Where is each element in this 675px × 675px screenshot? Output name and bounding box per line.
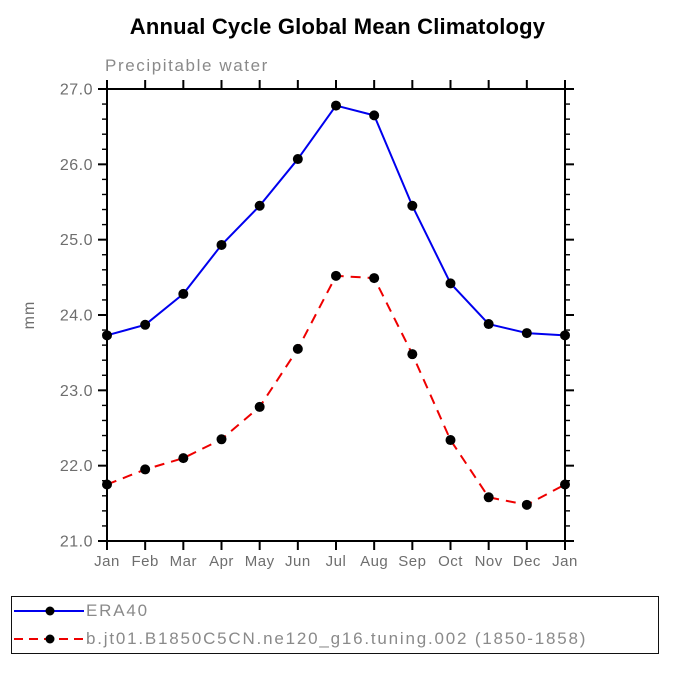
data-point-marker bbox=[254, 401, 265, 412]
x-tick-label: Nov bbox=[475, 553, 503, 570]
x-tick-label: Mar bbox=[170, 553, 197, 570]
data-point-marker bbox=[483, 492, 494, 503]
chart-title: Annual Cycle Global Mean Climatology bbox=[129, 14, 546, 39]
legend-item-era40: ERA40 bbox=[12, 598, 658, 624]
y-tick-label: 23.0 bbox=[60, 383, 93, 400]
data-point-marker bbox=[292, 154, 303, 165]
x-tick-label: Jul bbox=[326, 553, 347, 570]
series-line-model bbox=[106, 274, 566, 506]
data-point-marker bbox=[178, 453, 189, 464]
legend-item-model-run: b.jt01.B1850C5CN.ne120_g16.tuning.002 (1… bbox=[12, 626, 658, 652]
data-point-marker bbox=[521, 499, 532, 510]
x-tick-label: Apr bbox=[209, 553, 234, 570]
data-point-marker bbox=[560, 330, 570, 341]
y-axis-label: mm bbox=[21, 301, 38, 330]
legend-sample-marker bbox=[45, 634, 55, 644]
data-point-marker bbox=[216, 239, 227, 250]
data-point-marker bbox=[140, 319, 151, 330]
x-tick-label: Oct bbox=[438, 553, 463, 570]
chart-subtitle: Precipitable water bbox=[105, 56, 269, 75]
y-tick-label: 27.0 bbox=[60, 82, 93, 99]
x-tick-label: May bbox=[245, 553, 275, 570]
x-tick-label: Aug bbox=[360, 553, 388, 570]
data-point-marker bbox=[445, 278, 456, 289]
x-tick-label: Jan bbox=[552, 553, 578, 570]
data-point-marker bbox=[521, 328, 532, 339]
data-point-marker bbox=[369, 273, 380, 284]
x-tick-label: Sep bbox=[398, 553, 426, 570]
data-point-marker bbox=[407, 349, 418, 360]
y-tick-label: 26.0 bbox=[60, 157, 93, 174]
x-tick-label: Jun bbox=[285, 553, 311, 570]
legend-sample-marker bbox=[45, 606, 55, 616]
legend-label: ERA40 bbox=[86, 601, 149, 621]
data-point-marker bbox=[254, 200, 265, 211]
data-point-marker bbox=[140, 464, 151, 475]
data-point-marker bbox=[560, 479, 570, 490]
data-point-marker bbox=[483, 319, 494, 330]
legend-line-sample-dashed-red bbox=[14, 634, 84, 644]
data-point-marker bbox=[102, 479, 112, 490]
y-tick-label: 25.0 bbox=[60, 232, 93, 249]
data-point-marker bbox=[102, 330, 112, 341]
data-point-marker bbox=[407, 200, 418, 211]
data-point-marker bbox=[331, 270, 341, 281]
data-point-marker bbox=[331, 100, 341, 111]
y-tick-label: 22.0 bbox=[60, 458, 93, 475]
legend-label: b.jt01.B1850C5CN.ne120_g16.tuning.002 (1… bbox=[86, 628, 588, 648]
series-line-era40 bbox=[106, 104, 566, 337]
line-chart-plot-area: Jan Feb Mar Apr May Jun Jul Aug Sep Oct Nov Dec Jan2… bbox=[21, 80, 578, 570]
legend-line-sample-solid-blue bbox=[14, 606, 84, 616]
x-tick-label: Jan bbox=[94, 553, 120, 570]
x-tick-label: Dec bbox=[513, 553, 541, 570]
y-tick-label: 21.0 bbox=[60, 534, 93, 551]
y-tick-label: 24.0 bbox=[60, 308, 93, 325]
data-point-marker bbox=[292, 343, 303, 354]
plot-frame bbox=[106, 88, 566, 542]
legend: ERA40 b.jt01.B1850C5CN.ne120_g16.tuning.… bbox=[11, 596, 659, 654]
data-point-marker bbox=[216, 434, 227, 445]
data-point-marker bbox=[369, 110, 380, 121]
data-point-marker bbox=[445, 435, 456, 446]
data-point-marker bbox=[178, 288, 189, 299]
x-tick-label: Feb bbox=[131, 553, 158, 570]
